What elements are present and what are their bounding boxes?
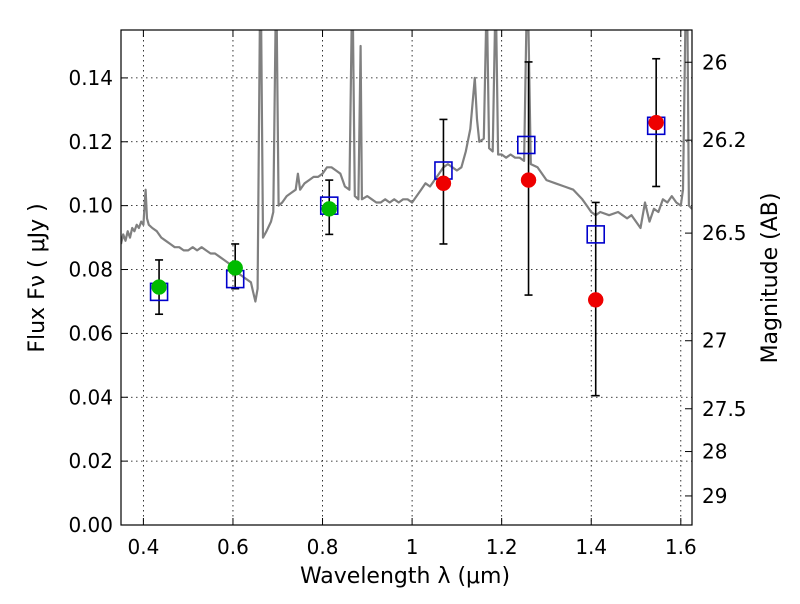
observed-point-marker (520, 172, 537, 188)
x-tick-label: 1 (406, 535, 419, 559)
x-tick-label: 0.4 (127, 535, 159, 559)
right-tick-label: 26.2 (702, 128, 747, 152)
right-tick-label: 27 (702, 329, 727, 353)
model-square-marker (516, 135, 536, 155)
y-tick-label: 0.06 (68, 321, 113, 345)
x-tick-label: 1.4 (575, 535, 607, 559)
y-tick-label: 0.10 (68, 194, 113, 218)
y-tick-label: 0.02 (68, 449, 113, 473)
x-tick-label: 1.2 (486, 535, 518, 559)
observed-point-marker (648, 114, 664, 131)
spectrum-line (121, 30, 692, 303)
grid (121, 30, 692, 526)
observed-point-marker (321, 201, 337, 217)
y-tick-label: 0.00 (68, 513, 113, 537)
observed-point-marker (227, 260, 243, 276)
observed-point-marker (435, 175, 452, 192)
data-layer (121, 30, 692, 397)
x-axis-label: Wavelength λ (μm) (300, 564, 510, 589)
x-tick-label: 0.6 (217, 535, 249, 559)
observed-point-marker (587, 292, 604, 308)
observed-point-marker (151, 279, 167, 295)
right-tick-label: 27.5 (702, 397, 747, 421)
plot-frame (120, 29, 693, 526)
model-square-marker (586, 225, 606, 244)
right-tick-label: 26.5 (702, 221, 747, 245)
y-tick-label: 0.04 (68, 385, 113, 409)
x-tick-label: 0.8 (307, 535, 339, 559)
x-tick-label: 1.6 (665, 535, 697, 559)
right-tick-label: 28 (702, 440, 727, 464)
y-tick-label: 0.14 (68, 66, 113, 90)
y-tick-label: 0.12 (68, 130, 113, 154)
right-tick-label: 29 (702, 484, 727, 508)
y-axis-label: Flux Fν ( μJy ) (25, 203, 50, 352)
y-tick-label: 0.08 (68, 258, 113, 282)
right-axis-label: Magnitude (AB) (758, 193, 783, 364)
right-tick-label: 26 (702, 50, 727, 74)
plot-area (121, 30, 692, 525)
axes: 0.4 0.6 0.8 1 1.2 1.4 1.6 0.00 0.02 0.04 0.06 0.08 0… (68, 30, 747, 559)
